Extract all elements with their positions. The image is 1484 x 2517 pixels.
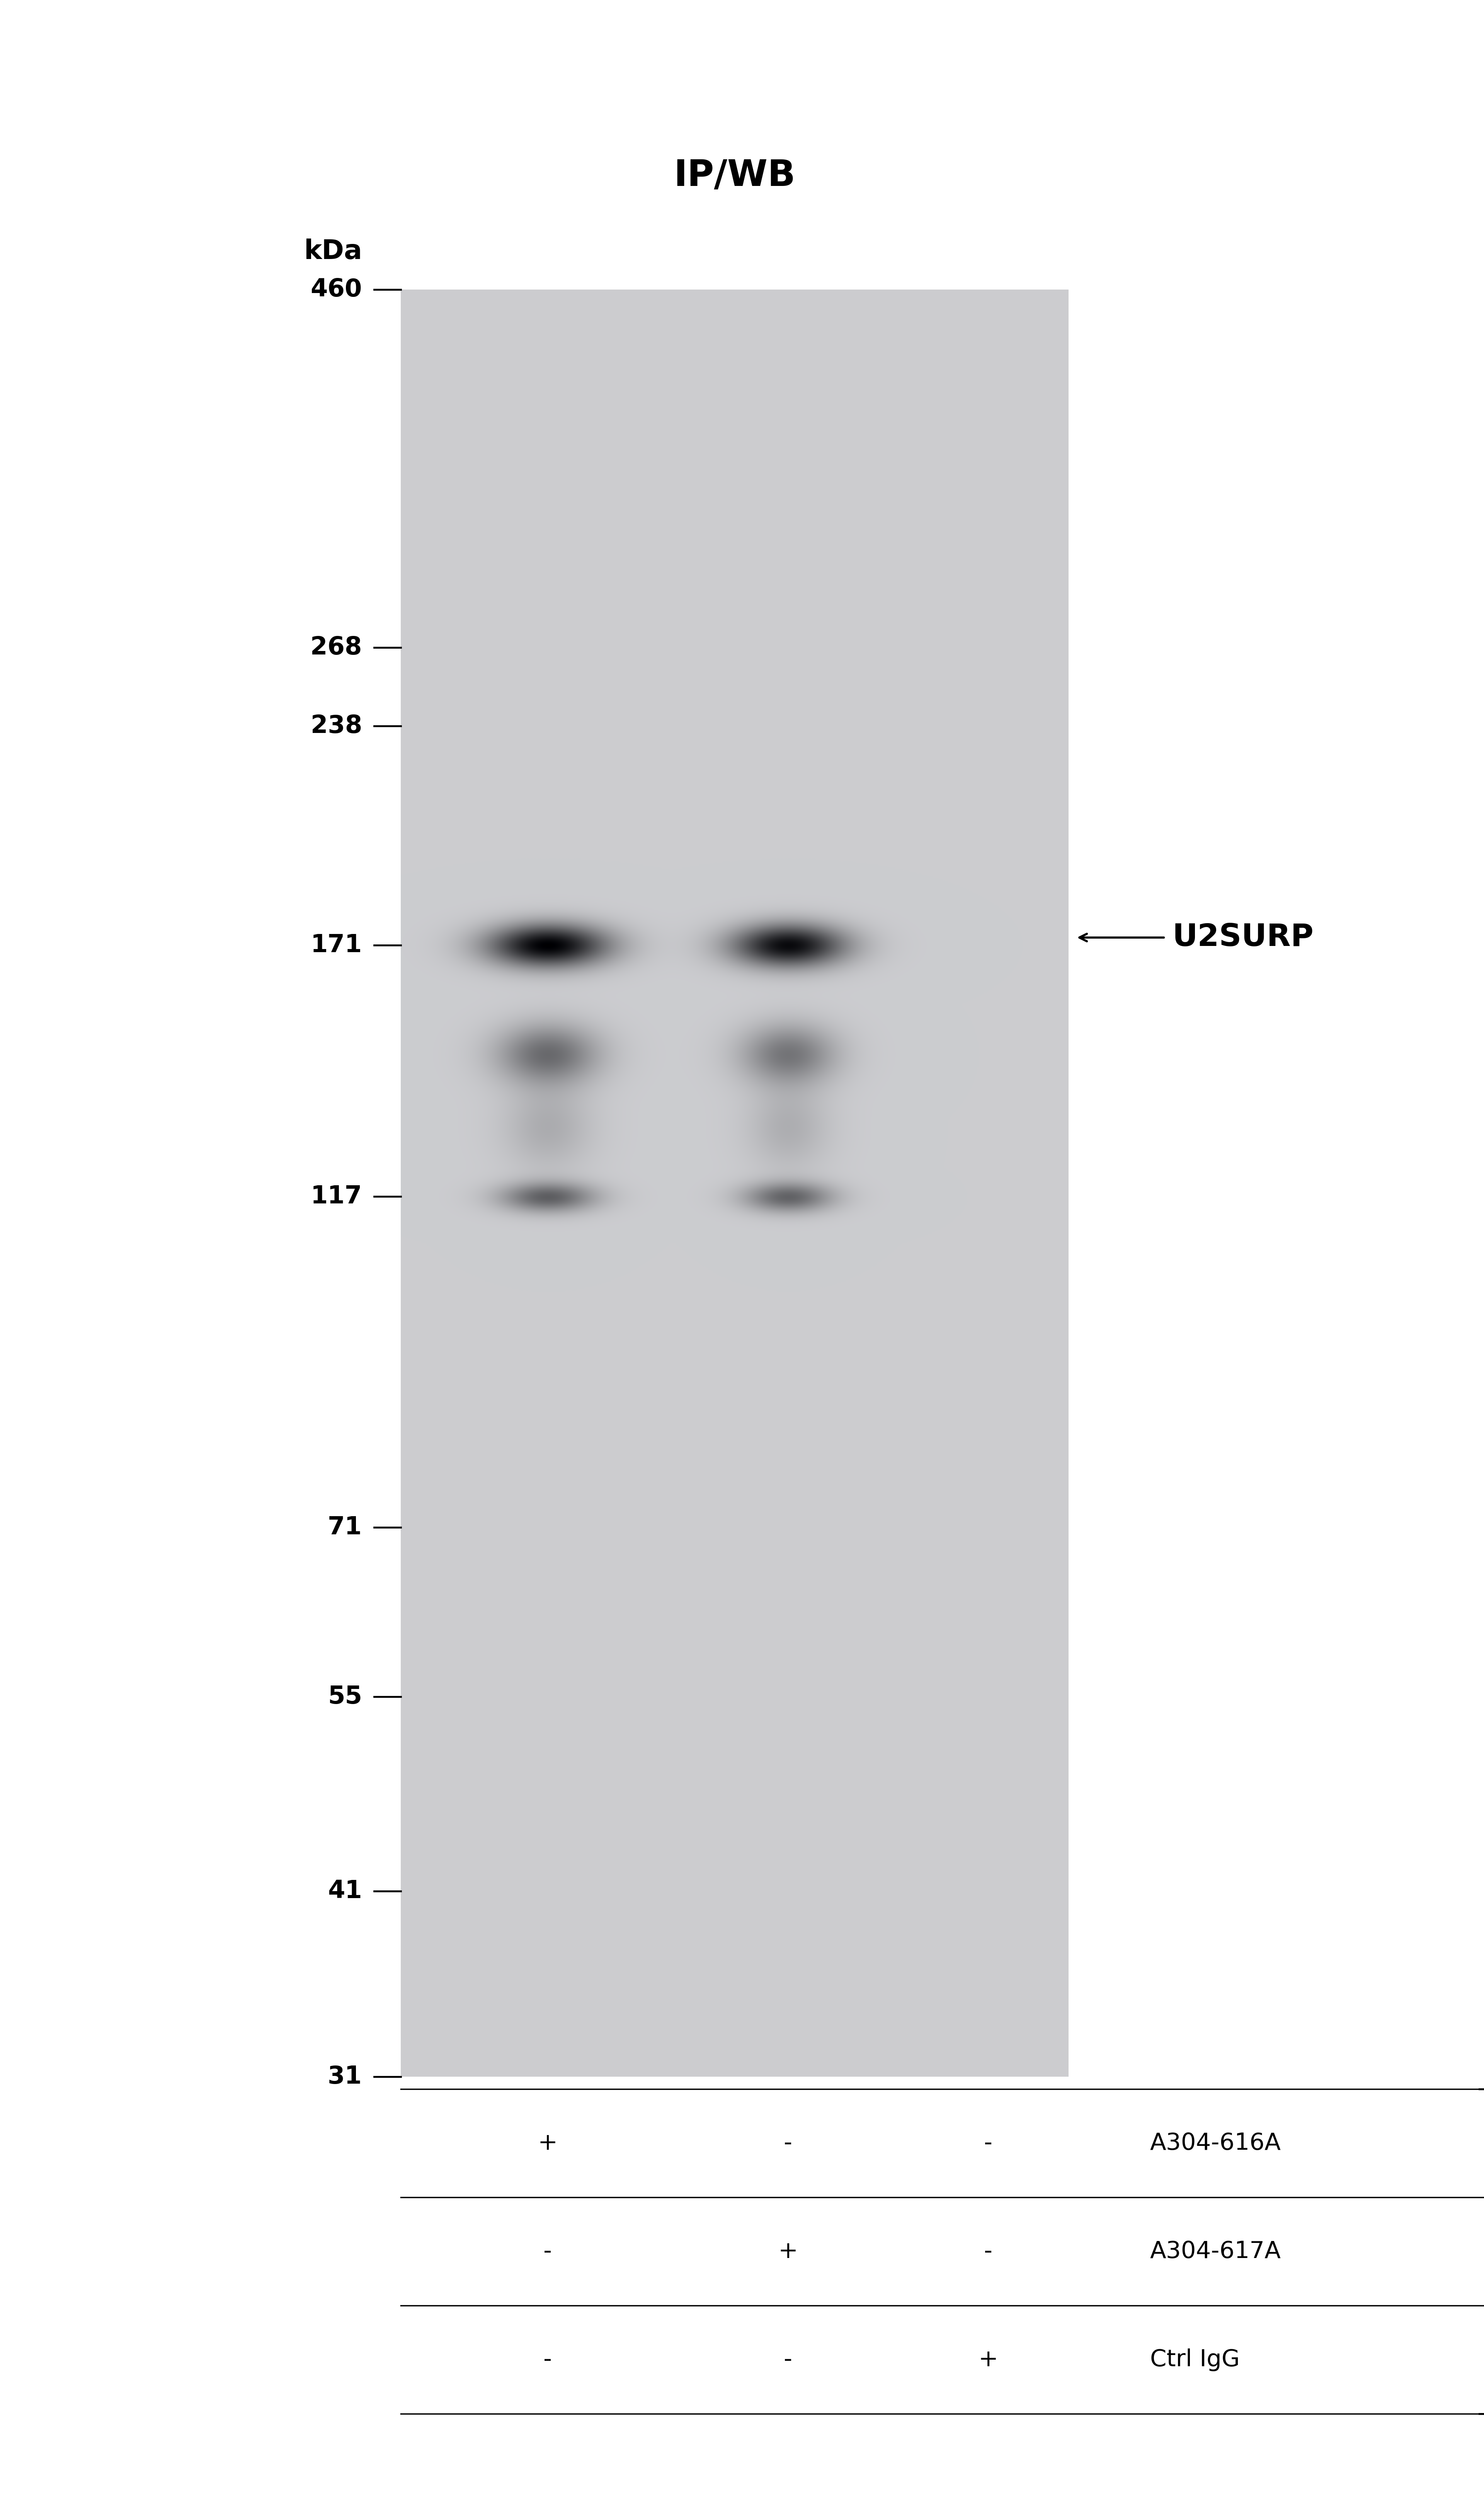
Text: A304-616A: A304-616A bbox=[1150, 2132, 1281, 2155]
Text: +: + bbox=[537, 2132, 558, 2155]
Text: 41: 41 bbox=[328, 1880, 362, 1903]
Text: -: - bbox=[984, 2240, 993, 2263]
Text: A304-617A: A304-617A bbox=[1150, 2240, 1281, 2263]
Text: 238: 238 bbox=[310, 715, 362, 737]
Text: IP/WB: IP/WB bbox=[674, 159, 795, 194]
Text: U2SURP: U2SURP bbox=[1172, 921, 1313, 951]
Text: -: - bbox=[543, 2348, 552, 2371]
Text: -: - bbox=[984, 2132, 993, 2155]
Text: +: + bbox=[978, 2348, 999, 2371]
Text: kDa: kDa bbox=[304, 239, 362, 264]
Text: 55: 55 bbox=[328, 1684, 362, 1709]
Text: +: + bbox=[778, 2240, 798, 2263]
Text: 268: 268 bbox=[310, 634, 362, 659]
Text: 171: 171 bbox=[310, 934, 362, 956]
Text: -: - bbox=[784, 2132, 792, 2155]
Text: 71: 71 bbox=[328, 1515, 362, 1540]
Text: -: - bbox=[784, 2348, 792, 2371]
Text: Ctrl IgG: Ctrl IgG bbox=[1150, 2348, 1239, 2371]
Text: -: - bbox=[543, 2240, 552, 2263]
Text: 31: 31 bbox=[328, 2064, 362, 2089]
Text: 117: 117 bbox=[310, 1186, 362, 1208]
Text: 460: 460 bbox=[310, 277, 362, 302]
